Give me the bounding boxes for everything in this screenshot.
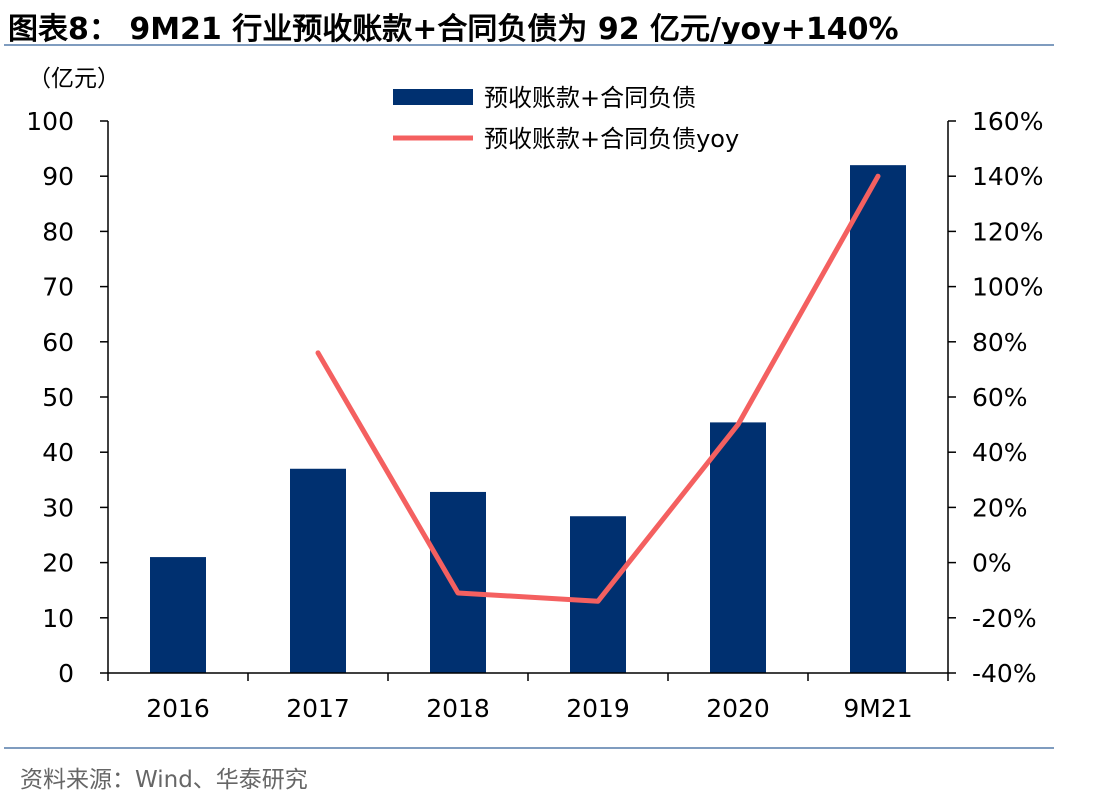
x-tick-label-2020: 2020 <box>706 694 770 723</box>
bar-2018 <box>430 491 486 673</box>
left-tick-label-100: 100 <box>26 107 74 136</box>
x-tick-label-2016: 2016 <box>146 694 210 723</box>
right-tick-label-3: 20% <box>972 493 1028 522</box>
yoy-line <box>315 173 881 604</box>
right-tick-label-10: 160% <box>972 107 1043 136</box>
right-tick-label-1: -20% <box>972 604 1037 633</box>
bar-2019 <box>570 516 626 673</box>
right-tick-label-0: -40% <box>972 659 1037 688</box>
left-tick-label-40: 40 <box>42 438 74 467</box>
left-tick-label-0: 0 <box>58 659 74 688</box>
x-tick-label-2017: 2017 <box>286 694 350 723</box>
right-tick-label-2: 0% <box>972 549 1012 578</box>
x-tick-label-9M21: 9M21 <box>843 694 912 723</box>
bar-2017 <box>290 468 346 673</box>
legend-label-bar: 预收账款+合同负债 <box>484 84 696 112</box>
left-tick-label-20: 20 <box>42 549 74 578</box>
left-tick-label-10: 10 <box>42 604 74 633</box>
left-tick-label-90: 90 <box>42 162 74 191</box>
bar-2016 <box>150 557 206 673</box>
left-tick-label-30: 30 <box>42 493 74 522</box>
right-tick-label-5: 60% <box>972 383 1028 412</box>
left-tick-label-70: 70 <box>42 273 74 302</box>
figure-title: 图表8： 9M21 行业预收账款+合同负债为 92 亿元/yoy+140% <box>8 12 899 47</box>
right-tick-label-9: 140% <box>972 162 1043 191</box>
legend-label-line: 预收账款+合同负债yoy <box>484 125 739 153</box>
right-tick-label-7: 100% <box>972 273 1043 302</box>
x-tick-label-2018: 2018 <box>426 694 490 723</box>
chart: 0 10 20 30 40 50 60 70 80 90 100 -40% -20% 0% 20% 40% 60… <box>4 44 1054 749</box>
right-tick-label-8: 120% <box>972 217 1043 246</box>
left-axis-label: （亿元） <box>28 66 120 92</box>
left-tick-label-50: 50 <box>42 383 74 412</box>
source-note: 资料来源：Wind、华泰研究 <box>20 767 308 793</box>
right-tick-label-6: 80% <box>972 328 1028 357</box>
bar-9M21 <box>850 165 906 673</box>
left-tick-label-80: 80 <box>42 217 74 246</box>
x-tick-label-2019: 2019 <box>566 694 630 723</box>
legend-swatch-bar <box>393 89 473 105</box>
left-tick-label-60: 60 <box>42 328 74 357</box>
bar-2020 <box>710 422 766 673</box>
right-tick-label-4: 40% <box>972 438 1028 467</box>
